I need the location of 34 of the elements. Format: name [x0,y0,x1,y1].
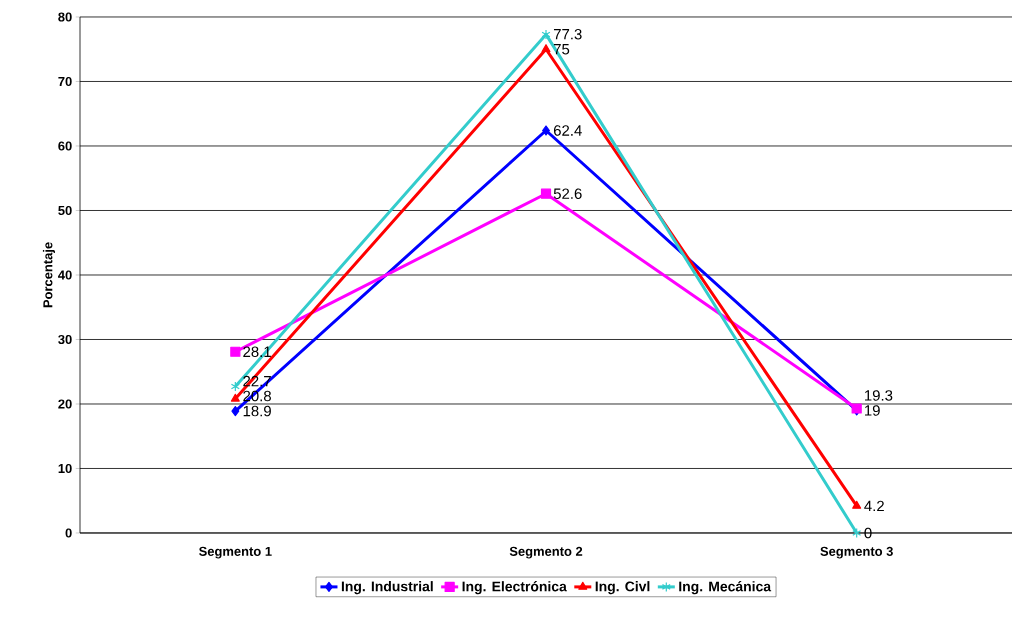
y-tick-label: 20 [58,399,72,409]
y-tick-label: 80 [58,12,72,22]
y-tick-label: 10 [58,463,72,474]
point [540,188,552,199]
point [230,346,241,357]
legend-label: Ing. Mecánica [679,581,772,595]
x-tick-label: Segmento 1 [199,546,272,559]
data-label: 77.3 [553,28,582,40]
legend-label: Ing. Industrial [341,581,433,595]
y-tick-label: 70 [58,76,72,87]
data-label: 18.9 [243,405,271,417]
data-label: 62.4 [553,125,582,136]
data-label: 19 [865,405,880,416]
point [541,44,551,53]
x-tick-label: Segmento 2 [509,546,583,559]
legend-label: Ing. Civl [595,581,650,595]
point [230,393,240,402]
y-tick-label: 0 [65,528,72,538]
y-tick-label: 40 [58,270,72,280]
point [852,527,862,539]
data-label: 52.6 [553,188,582,199]
point [231,405,240,417]
y-tick-label: 50 [58,205,72,216]
point [542,125,550,136]
point [541,29,551,40]
y-tick-label: 30 [58,334,72,345]
x-tick-label: Segmento 3 [820,546,893,559]
point [852,500,862,509]
legend-label: Ing. Electrónica [462,581,567,595]
data-label: 4.2 [864,500,884,512]
y-tick-label: 60 [58,141,72,151]
data-label: 19.3 [865,390,893,401]
y-axis-title: Porcentaje [42,242,55,308]
point [230,381,240,392]
